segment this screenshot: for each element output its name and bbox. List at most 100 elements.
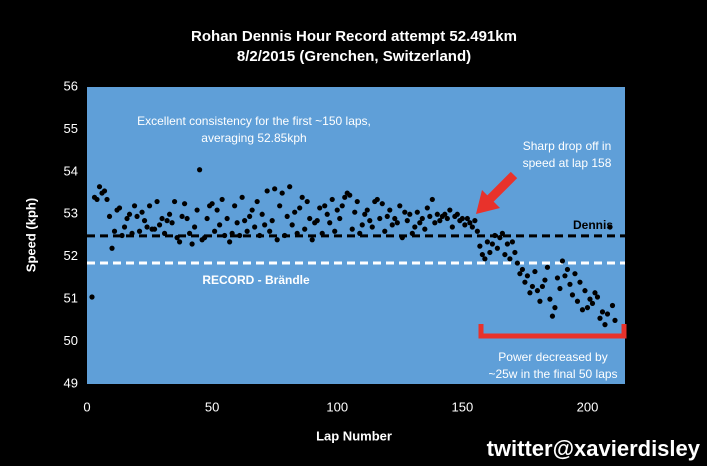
reference-label: Dennis	[573, 218, 613, 232]
point	[129, 230, 135, 236]
point	[294, 230, 300, 236]
point	[444, 215, 450, 222]
point	[509, 239, 515, 245]
point	[194, 207, 200, 213]
point	[297, 205, 303, 211]
point	[186, 230, 193, 236]
point	[202, 235, 208, 241]
point	[169, 220, 175, 226]
point	[489, 241, 495, 247]
point	[507, 256, 513, 262]
point	[292, 209, 298, 215]
y-tick-label: 54	[64, 163, 78, 178]
point	[537, 298, 543, 304]
point	[449, 224, 455, 230]
point	[534, 288, 541, 294]
annotation: ~25w in the final 50 laps	[488, 367, 617, 381]
point	[339, 203, 345, 209]
point	[427, 213, 433, 220]
point	[224, 215, 230, 222]
point	[564, 266, 571, 273]
point	[397, 203, 403, 209]
point	[181, 201, 188, 207]
point	[429, 196, 435, 203]
point	[237, 232, 243, 239]
point	[359, 222, 365, 228]
point	[324, 211, 330, 217]
point	[487, 249, 493, 256]
x-tick-label: 50	[205, 399, 219, 414]
point	[469, 224, 475, 230]
chart-subtitle: 8/2/2015 (Grenchen, Switzerland)	[237, 48, 471, 65]
point	[572, 271, 578, 277]
point	[414, 209, 420, 215]
point	[544, 264, 551, 270]
annotation: averaging 52.85kph	[201, 131, 306, 145]
annotation: Sharp drop off in	[523, 139, 612, 153]
point	[234, 220, 240, 226]
point	[329, 196, 335, 203]
point	[374, 196, 380, 203]
bracket	[478, 324, 627, 339]
point	[407, 211, 413, 217]
point	[377, 215, 383, 222]
point	[434, 211, 440, 217]
y-tick-label: 53	[64, 206, 78, 221]
point	[277, 203, 283, 209]
point	[247, 213, 253, 220]
point	[422, 226, 428, 232]
point	[304, 198, 310, 205]
point	[514, 260, 521, 266]
point	[519, 266, 526, 273]
credit: twitter@xavierdisley	[487, 436, 701, 461]
point	[101, 188, 108, 194]
point	[432, 220, 438, 226]
point	[332, 228, 338, 234]
point	[212, 228, 218, 234]
point	[527, 290, 533, 296]
point	[437, 218, 443, 224]
point	[577, 279, 583, 285]
point	[302, 226, 308, 232]
point	[599, 309, 606, 315]
point	[589, 300, 596, 306]
point	[322, 203, 328, 209]
point	[134, 213, 140, 220]
point	[607, 224, 613, 230]
point	[161, 230, 168, 236]
point	[146, 203, 153, 209]
x-tick-label: 200	[577, 399, 599, 414]
point	[232, 203, 238, 209]
point	[362, 211, 368, 217]
point	[317, 205, 323, 211]
point	[159, 215, 165, 222]
point	[94, 196, 100, 203]
point	[597, 315, 603, 321]
point	[219, 196, 225, 203]
point	[482, 256, 488, 262]
point	[552, 305, 558, 311]
point	[249, 207, 255, 213]
point	[442, 211, 448, 217]
point	[559, 258, 566, 264]
point	[282, 232, 288, 239]
point	[392, 215, 398, 222]
point	[242, 218, 248, 224]
point	[574, 298, 581, 304]
point	[354, 198, 360, 205]
point	[604, 311, 611, 317]
point	[274, 237, 280, 243]
point	[504, 241, 510, 247]
point	[394, 220, 400, 226]
point	[111, 228, 118, 234]
point	[529, 283, 536, 290]
y-tick-label: 55	[64, 121, 78, 136]
point	[299, 194, 305, 200]
point	[131, 203, 138, 209]
point	[454, 211, 460, 217]
point	[166, 211, 173, 217]
point	[307, 215, 313, 222]
point	[197, 167, 203, 173]
point	[214, 207, 220, 213]
